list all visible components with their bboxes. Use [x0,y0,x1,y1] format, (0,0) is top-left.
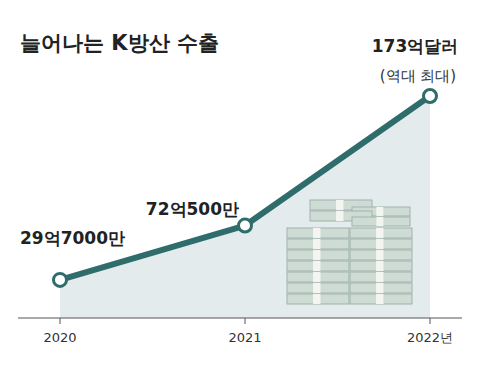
data-point [424,90,437,103]
money-band [376,261,383,271]
area-fill [60,96,430,318]
x-tick [430,318,431,324]
data-label: 29억7000만 [20,228,125,248]
data-point [54,273,67,286]
chart-container: 늘어나는 K방산 수출 2020 2021 2022년 29억7000만 72억500만 1… [0,0,480,369]
money-bundle [350,250,412,260]
money-band [313,294,320,304]
money-bundle [287,250,349,260]
money-bundle [350,294,412,304]
money-band [376,207,383,216]
data-line [60,96,430,280]
x-tick-label: 2022년 [407,330,453,345]
money-bundle [350,239,412,249]
x-tick [60,318,61,324]
money-bundle [350,283,412,293]
money-bundle [350,261,412,271]
money-bundle [287,239,349,249]
money-bundle [287,272,349,282]
chart-svg: 늘어나는 K방산 수출 2020 2021 2022년 29억7000만 72억500만 1… [0,0,480,369]
money-band [376,294,383,304]
x-tick-label: 2020 [43,330,76,345]
x-tick-label: 2021 [228,330,261,345]
money-stack-icon [287,200,412,304]
money-bundle [352,217,410,226]
money-band [376,228,383,238]
money-band [376,283,383,293]
plot-group [54,90,437,319]
money-bundle [350,272,412,282]
money-bundle [287,228,349,238]
money-bundle [287,261,349,271]
data-label: 72억500만 [146,199,239,219]
money-band [313,261,320,271]
money-band [376,217,383,226]
data-label: 173억달러 [372,36,459,56]
money-band [313,228,320,238]
money-bundle [350,228,412,238]
money-band [313,239,320,249]
money-band [376,250,383,260]
x-axis-line [18,318,462,319]
data-point [239,219,252,232]
money-bundle [287,294,349,304]
money-band [336,200,343,210]
money-band [376,272,383,282]
money-band [313,250,320,260]
annotation: (역대 최대) [380,67,456,85]
money-bundle [287,283,349,293]
money-band [313,272,320,282]
money-band [313,283,320,293]
money-band [336,211,343,221]
money-band [376,239,383,249]
chart-title: 늘어나는 K방산 수출 [20,31,219,55]
x-tick [245,318,246,324]
